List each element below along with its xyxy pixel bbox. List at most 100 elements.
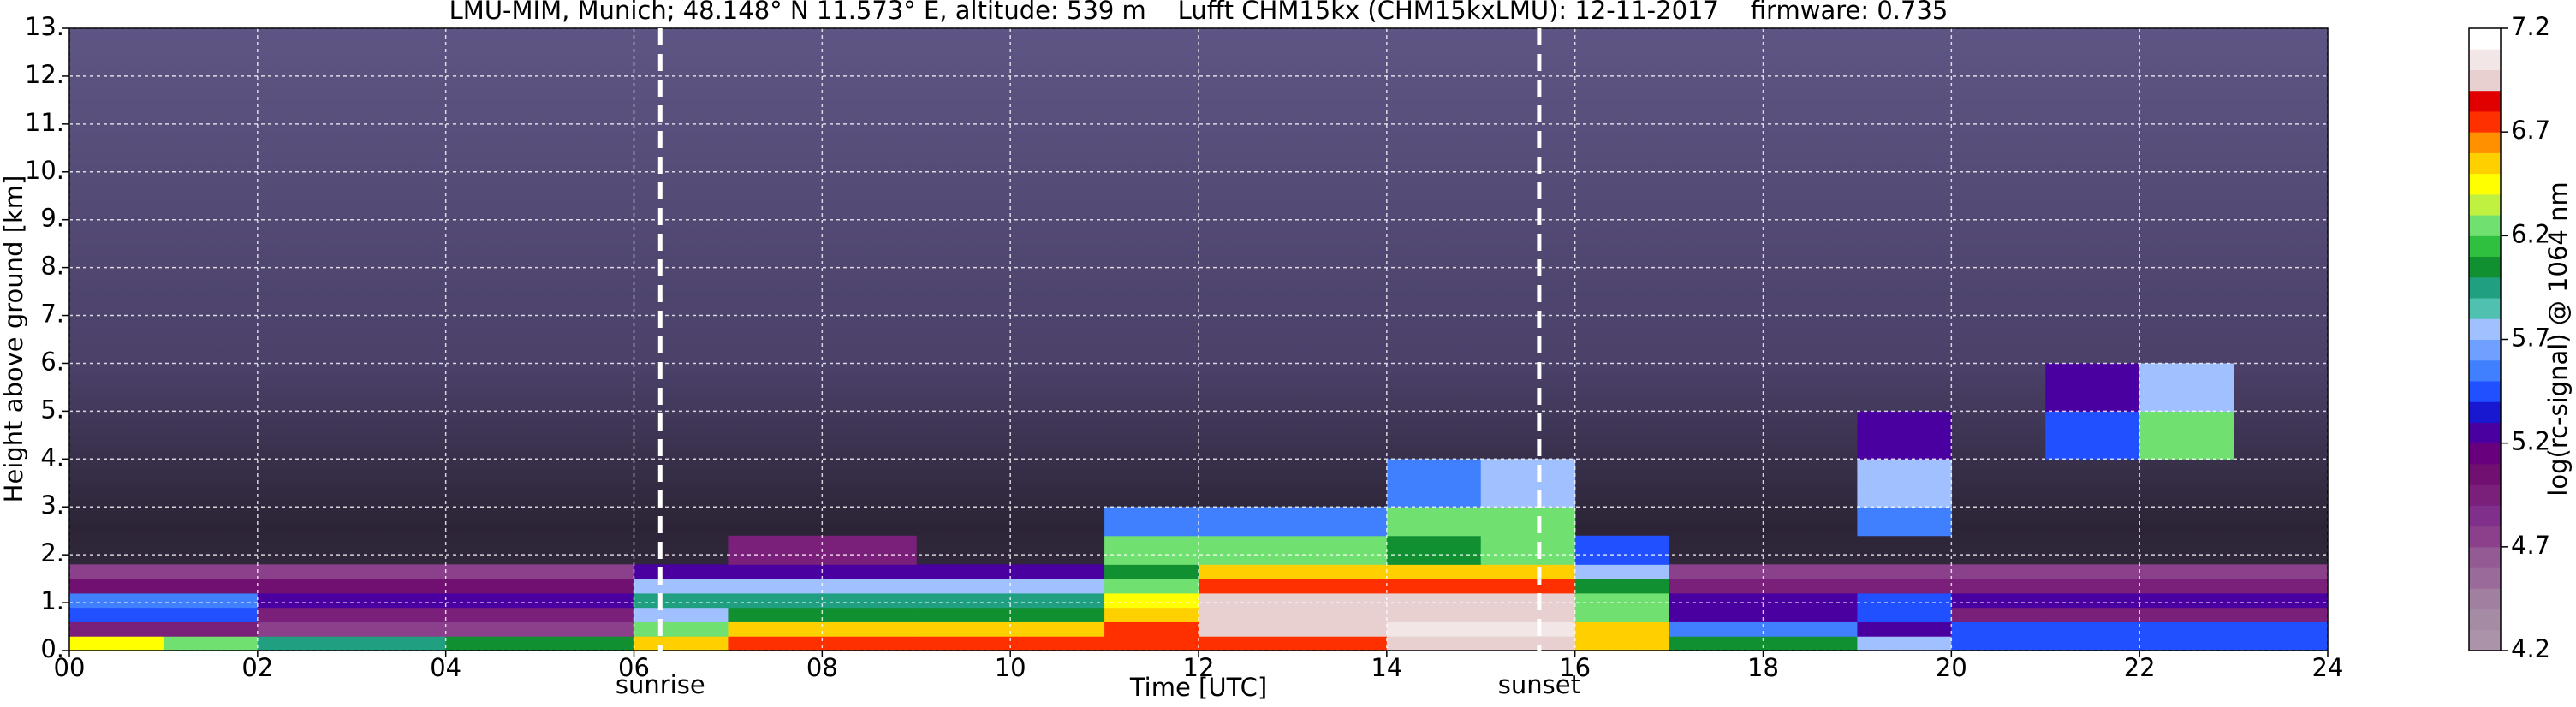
heatmap-cell: [257, 636, 353, 651]
colorbar-swatch: [2469, 235, 2501, 258]
heatmap-cell: [2234, 592, 2329, 609]
colorbar-label: log(rc-signal) @ 1064 nm: [2543, 181, 2573, 496]
x-tick-label: 14: [1371, 653, 1402, 682]
heatmap-cell: [728, 607, 823, 622]
heatmap-cell: [2139, 592, 2234, 609]
heatmap-cell: [822, 636, 917, 651]
heatmap-cell: [1951, 592, 2046, 609]
heatmap-cell: [1104, 636, 1199, 651]
heatmap-cell: [351, 636, 447, 651]
y-tick-label: 3.: [40, 490, 64, 520]
y-tick-label: 7.: [40, 300, 64, 329]
colorbar-swatch: [2469, 215, 2501, 236]
heatmap-cell: [1574, 592, 1670, 609]
heatmap-cell: [1669, 636, 1764, 651]
heatmap-cell: [634, 636, 729, 651]
heatmap-cell: [1574, 636, 1670, 651]
heatmap-cell: [1763, 564, 1858, 579]
y-tick-label: 1.: [40, 586, 64, 615]
heatmap-cell: [1857, 607, 1952, 622]
heatmap-cell: [1480, 592, 1576, 609]
colorbar-swatch: [2469, 193, 2501, 216]
heatmap-cell: [1104, 579, 1199, 594]
colorbar-swatch: [2469, 276, 2501, 299]
heatmap-cell: [445, 564, 541, 579]
heatmap-cell: [351, 592, 447, 609]
y-tick-label: 13.: [25, 12, 64, 41]
chart-title: LMU-MIM, Munich; 48.148° N 11.573° E, al…: [449, 0, 1948, 25]
heatmap-cell: [445, 592, 541, 609]
heatmap-cell: [1104, 621, 1199, 637]
heatmap-cell: [916, 636, 1011, 651]
heatmap-cell: [163, 564, 259, 579]
heatmap-cell: [1951, 636, 2046, 651]
heatmap-cell: [1574, 621, 1670, 637]
heatmap-cell: [1386, 564, 1482, 579]
heatmap-cell: [539, 579, 634, 594]
heatmap-cell: [1199, 507, 1294, 537]
heatmap-cell: [916, 592, 1011, 609]
heatmap-cell: [539, 592, 634, 609]
heatmap-cell: [1199, 607, 1294, 622]
heatmap-cell: [1386, 592, 1482, 609]
heatmap-cell: [1386, 621, 1482, 637]
heatmap-cell: [69, 621, 164, 637]
heatmap-cell: [822, 564, 917, 579]
heatmap-cell: [1104, 507, 1199, 537]
heatmap-cell: [539, 564, 634, 579]
heatmap-cell: [634, 621, 729, 637]
x-tick-label: 20: [1936, 653, 1967, 682]
heatmap-cell: [1951, 579, 2046, 594]
heatmap-cell: [728, 564, 823, 579]
colorbar-tick-label: 6.2: [2511, 219, 2550, 248]
heatmap-cell: [2139, 579, 2234, 594]
heatmap-cell: [1104, 535, 1199, 565]
heatmap-cell: [163, 636, 259, 651]
heatmap-cell: [1574, 564, 1670, 579]
heatmap-cell: [2045, 636, 2140, 651]
heatmap-cell: [1669, 621, 1764, 637]
heatmap-cell: [1480, 621, 1576, 637]
colorbar-swatch: [2469, 484, 2501, 506]
colorbar-swatch: [2469, 152, 2501, 175]
heatmap-cell: [1574, 535, 1670, 565]
y-tick-label: 4.: [40, 443, 64, 472]
colorbar-swatch: [2469, 359, 2501, 382]
heatmap-cell: [1574, 607, 1670, 622]
heatmap-cell: [163, 579, 259, 594]
x-tick-label: 24: [2312, 653, 2344, 682]
heatmap-cell: [2139, 621, 2234, 637]
heatmap-cell: [257, 607, 353, 622]
heatmap-cell: [1763, 636, 1858, 651]
x-tick-label: 04: [430, 653, 461, 682]
heatmap-cell: [1857, 411, 1952, 460]
heatmap-cell: [2045, 579, 2140, 594]
heatmap-cell: [163, 621, 259, 637]
heatmap-cell: [1386, 636, 1482, 651]
y-tick-label: 11.: [25, 108, 64, 137]
colorbar-swatch: [2469, 28, 2501, 50]
heatmap-cell: [351, 607, 447, 622]
annotation-label: sunset: [1498, 670, 1580, 699]
heatmap-cell: [1104, 607, 1199, 622]
heatmap-cell: [1199, 636, 1294, 651]
heatmap-cell: [2045, 607, 2140, 622]
heatmap-cell: [1292, 636, 1388, 651]
heatmap-cell: [1199, 579, 1294, 594]
heatmap-cell: [2234, 564, 2329, 579]
heatmap-cell: [1951, 564, 2046, 579]
heatmap-cell: [1480, 459, 1576, 508]
heatmap-cell: [1292, 621, 1388, 637]
heatmap-cell: [69, 579, 164, 594]
heatmap-cell: [1386, 507, 1482, 537]
colorbar-tick-label: 5.7: [2511, 324, 2550, 353]
x-tick-label: 16: [1559, 653, 1591, 682]
x-tick-label: 06: [618, 653, 650, 682]
x-tick-label: 02: [241, 653, 273, 682]
x-tick-label: 10: [995, 653, 1026, 682]
y-axis-label: Height above ground [km]: [0, 175, 28, 503]
heatmap-cell: [1386, 535, 1482, 565]
heatmap-cell: [2139, 564, 2234, 579]
colorbar-swatch: [2469, 443, 2501, 465]
heatmap-cell: [2139, 636, 2234, 651]
